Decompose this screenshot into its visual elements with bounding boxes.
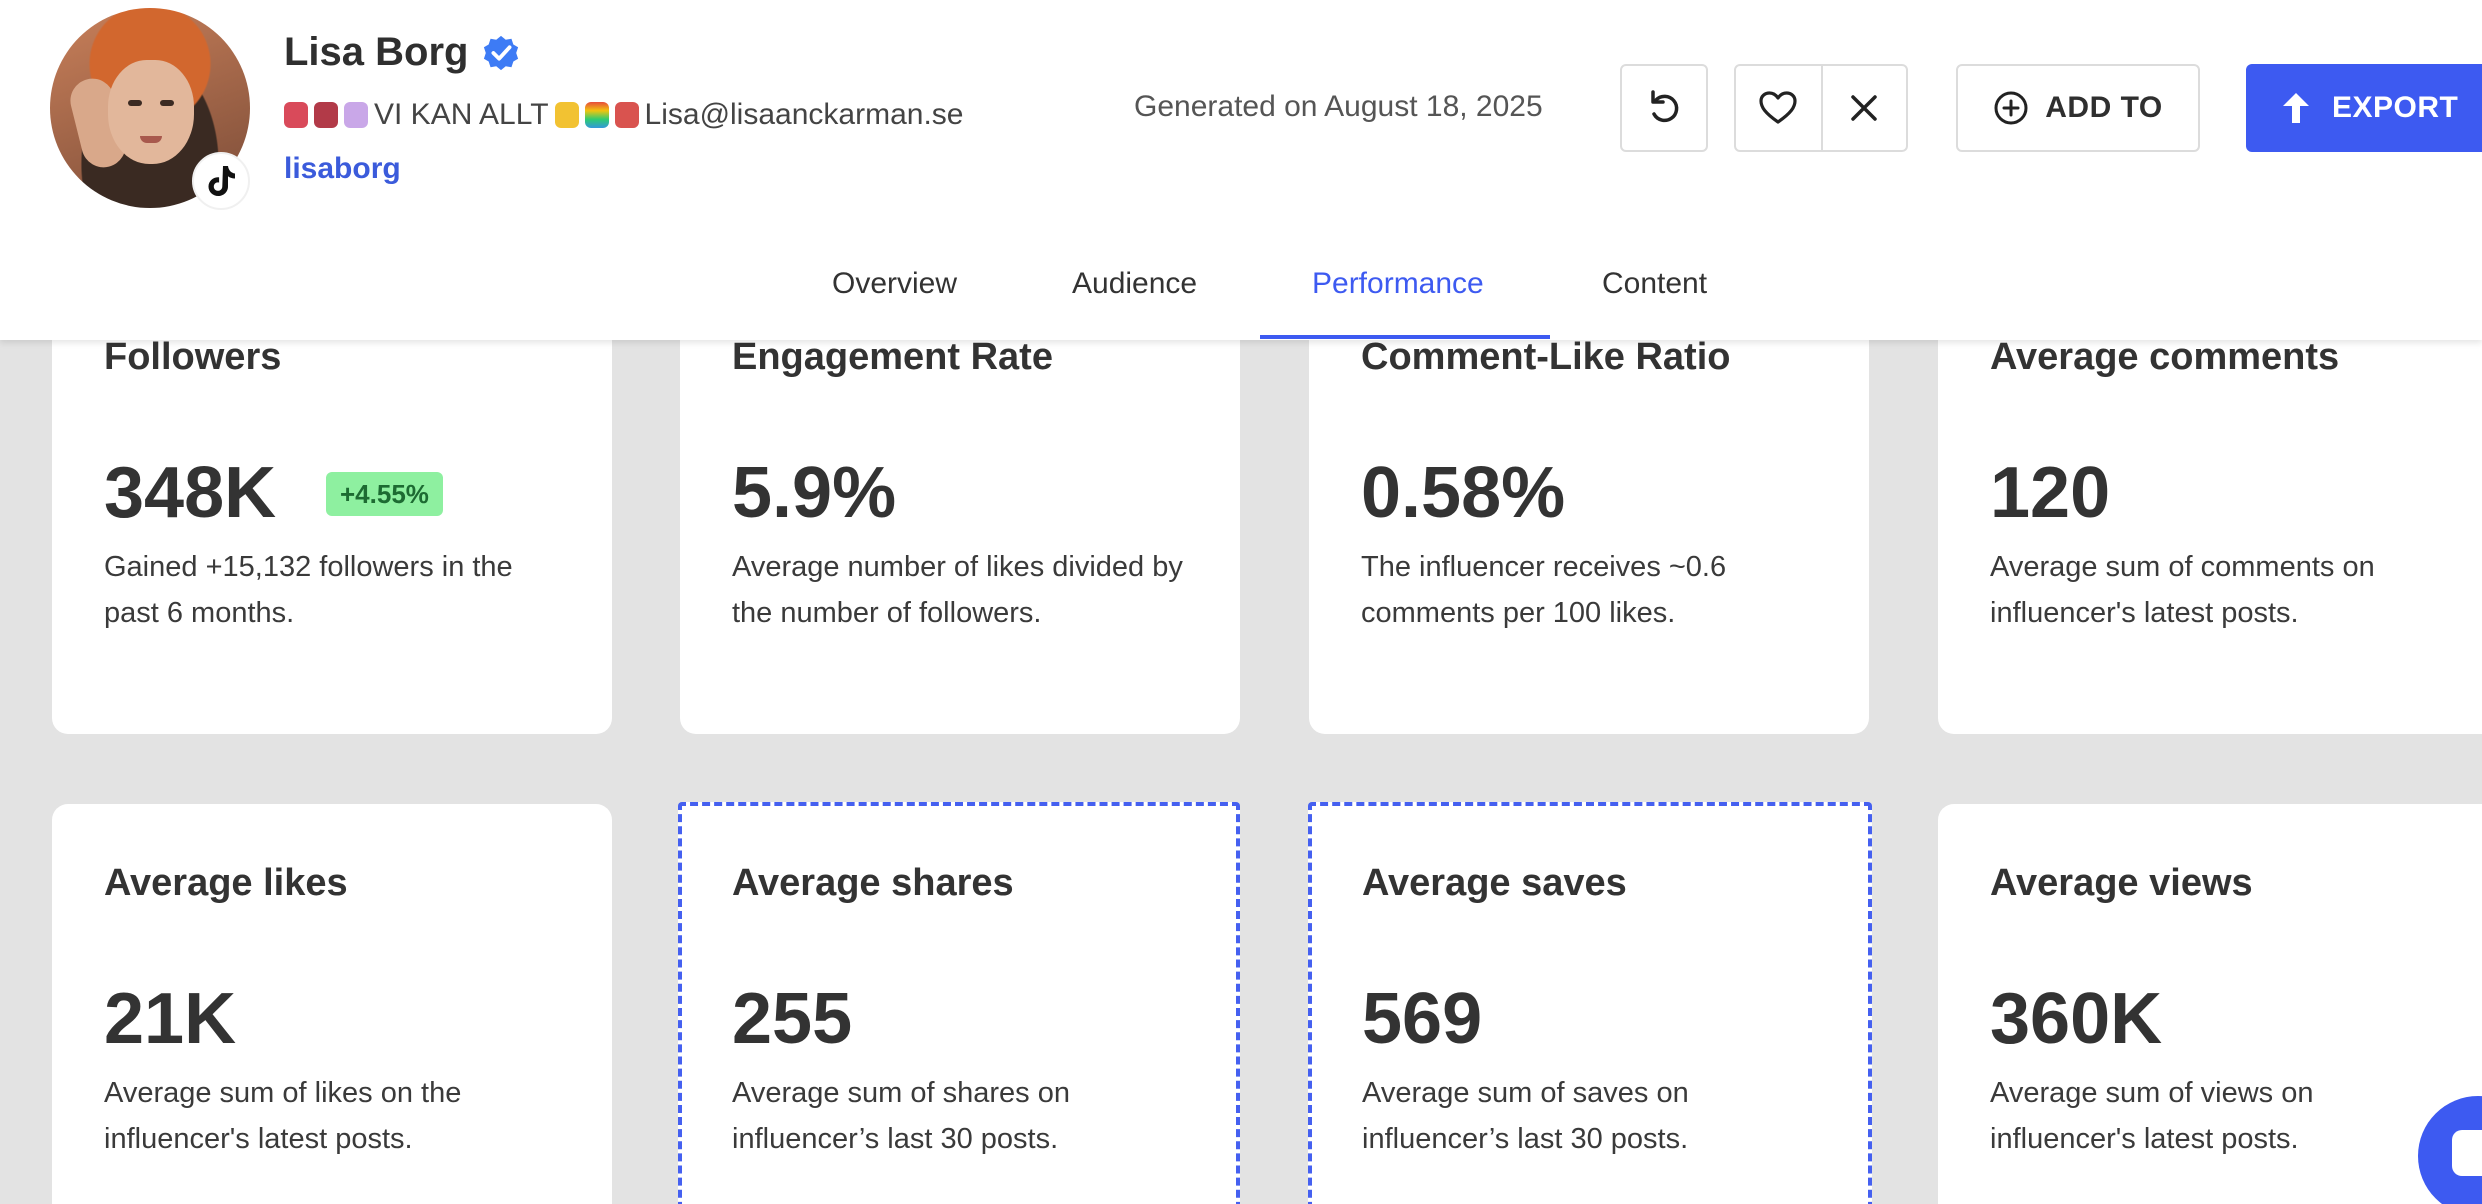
metric-title: Average comments	[1990, 336, 2340, 378]
metric-description: Average number of likes divided by the n…	[732, 551, 1183, 629]
metric-value: 360K	[1990, 979, 2163, 1059]
metric-title: Average views	[1990, 862, 2253, 904]
generated-date: Generated on August 18, 2025	[1134, 90, 1543, 123]
profile-name-text: Lisa Borg	[284, 30, 469, 74]
avatar	[50, 8, 250, 210]
favorite-close-group	[1734, 64, 1908, 152]
metric-value: 348K	[104, 453, 277, 533]
tab-overview[interactable]: Overview	[832, 267, 958, 300]
metric-value: 255	[732, 979, 853, 1059]
add-to-button[interactable]: ADD TO	[1956, 64, 2200, 152]
metric-description: Average sum of likes on the influencer's…	[104, 1077, 462, 1155]
metric-title: Average likes	[104, 862, 348, 904]
metric-description: Average sum of shares on influencer’s la…	[732, 1077, 1070, 1155]
refresh-icon	[1651, 90, 1679, 123]
close-icon	[1851, 95, 1878, 121]
unicorn-emoji-icon	[344, 102, 368, 128]
metric-title: Comment-Like Ratio	[1361, 336, 1731, 378]
metric-description: Average sum of comments on influencer's …	[1990, 551, 2375, 629]
chat-icon	[2452, 1130, 2482, 1176]
tiktok-icon	[192, 152, 250, 210]
bio-text: VI KAN ALLT	[374, 98, 549, 131]
rainbow-emoji-icon	[584, 102, 609, 128]
metric-title: Average shares	[732, 862, 1014, 904]
metric-value: 0.58%	[1361, 453, 1566, 533]
active-tab-indicator	[1260, 335, 1550, 339]
tab-audience[interactable]: Audience	[1072, 267, 1198, 300]
tab-performance[interactable]: Performance	[1312, 267, 1484, 300]
upload-arrow-icon	[2283, 93, 2309, 123]
metric-value: 21K	[104, 979, 237, 1059]
profile-handle-link[interactable]: lisaborg	[284, 152, 401, 185]
refresh-button[interactable]	[1620, 64, 1708, 152]
metric-description: The influencer receives ~0.6 comments pe…	[1361, 551, 1727, 629]
metric-card-average-views: Average views 360K Average sum of views …	[1938, 804, 2482, 1204]
metric-card-average-likes: Average likes 21K Average sum of likes o…	[52, 804, 612, 1204]
lipstick-emoji-icon	[314, 102, 338, 128]
metric-description: Average sum of views on influencer's lat…	[1990, 1077, 2314, 1155]
growth-badge: +4.55%	[326, 472, 443, 516]
add-to-label: ADD TO	[2045, 91, 2163, 124]
close-button[interactable]	[1820, 66, 1906, 150]
heart-icon	[1759, 91, 1798, 124]
metric-title: Engagement Rate	[732, 336, 1053, 378]
export-button[interactable]: EXPORT	[2246, 64, 2482, 152]
circus-tent-emoji-icon	[614, 102, 639, 128]
bio-email: Lisa@lisaanckarman.se	[644, 98, 964, 131]
metric-description: Average sum of saves on influencer’s las…	[1362, 1077, 1689, 1155]
metric-value: 120	[1990, 453, 2111, 533]
strawberry-emoji-icon	[284, 102, 308, 128]
tab-content[interactable]: Content	[1602, 267, 1708, 300]
metric-description: Gained +15,132 followers in the past 6 m…	[104, 551, 513, 629]
metric-card-average-saves: Average saves 569 Average sum of saves o…	[1308, 802, 1872, 1204]
sunflower-emoji-icon	[554, 102, 579, 128]
metric-title: Average saves	[1362, 862, 1627, 904]
metric-title: Followers	[104, 336, 282, 378]
profile-header: Lisa Borg VI KAN ALLT Lisa@lisaanckarman…	[0, 0, 2482, 340]
metric-value: 569	[1362, 979, 1483, 1059]
profile-bio: VI KAN ALLT Lisa@lisaanckarman.se	[284, 98, 963, 132]
profile-tabs: Overview Audience Performance Content	[0, 255, 2482, 340]
verified-icon	[484, 35, 519, 70]
favorite-button[interactable]	[1736, 66, 1821, 150]
export-label: EXPORT	[2332, 91, 2459, 124]
metric-card-average-shares: Average shares 255 Average sum of shares…	[678, 802, 1240, 1204]
metric-value: 5.9%	[732, 453, 897, 533]
plus-circle-icon	[1994, 91, 2028, 125]
profile-name: Lisa Borg	[284, 30, 520, 75]
